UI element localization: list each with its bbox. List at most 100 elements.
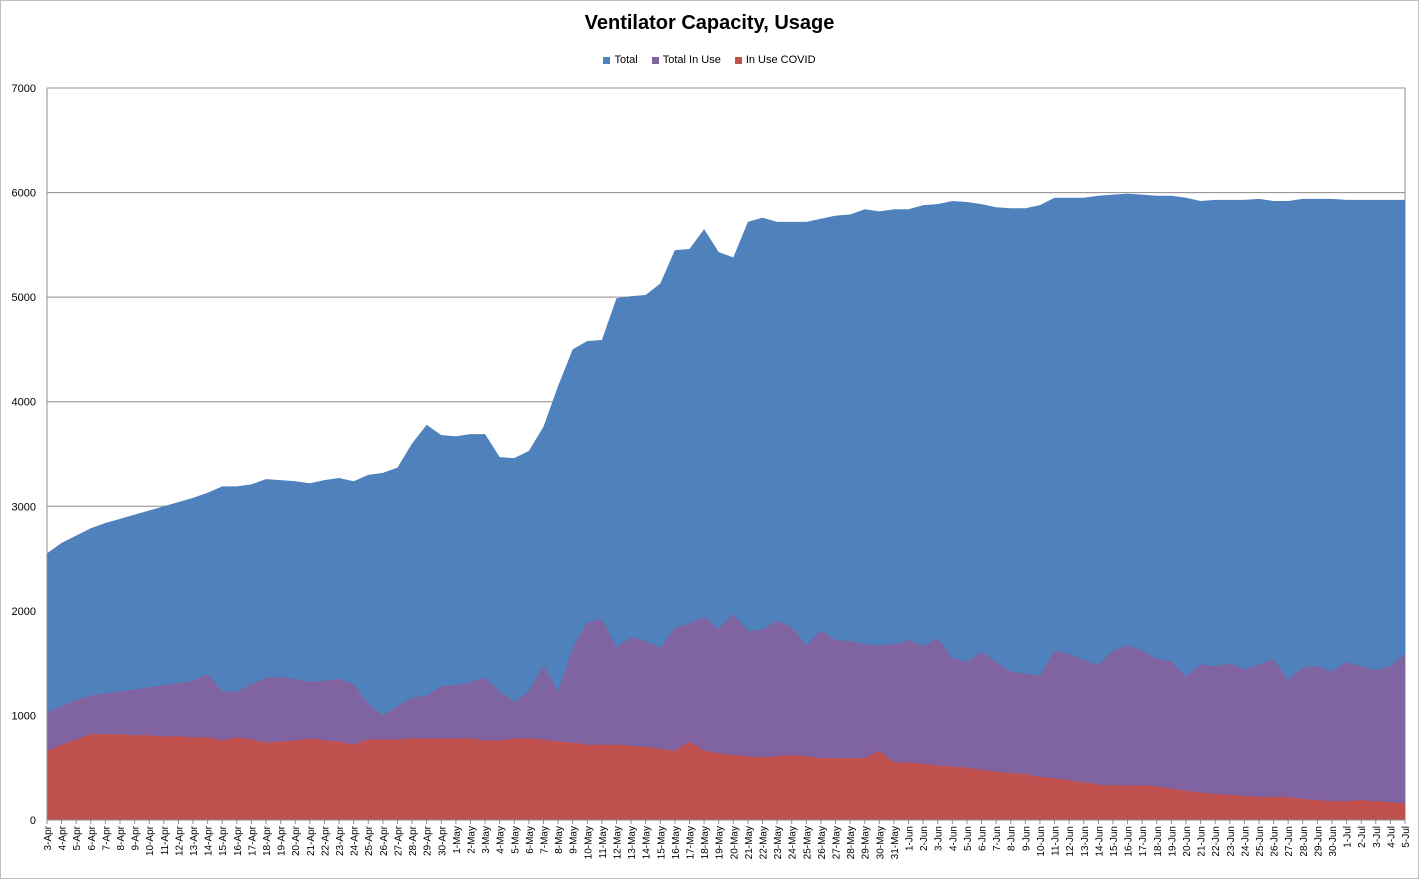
x-tick-label: 2-Jun (919, 826, 930, 851)
x-tick-label: 8-Jun (1007, 826, 1018, 851)
legend-label: In Use COVID (745, 54, 816, 66)
x-tick-label: 29-Jun (1313, 826, 1324, 857)
x-tick-label: 5-Jul (1401, 826, 1412, 848)
x-tick-label: 30-Jun (1328, 826, 1339, 857)
x-tick-label: 31-May (890, 826, 901, 859)
x-tick-label: 14-May (642, 826, 653, 859)
x-tick-label: 17-Jun (1138, 826, 1149, 857)
x-tick-label: 27-Jun (1284, 826, 1295, 857)
x-tick-label: 9-Jun (1021, 826, 1032, 851)
x-tick-label: 4-Apr (58, 825, 69, 850)
x-tick-label: 26-Apr (379, 825, 390, 856)
x-tick-label: 12-Jun (1065, 826, 1076, 857)
y-tick-label: 7000 (12, 83, 36, 95)
x-tick-label: 9-May (569, 826, 580, 854)
y-tick-label: 5000 (12, 292, 36, 304)
x-tick-label: 1-Jun (905, 826, 916, 851)
x-tick-label: 22-May (759, 826, 770, 859)
x-tick-label: 15-Jun (1109, 826, 1120, 857)
x-tick-label: 18-May (700, 826, 711, 859)
y-tick-label: 4000 (12, 397, 36, 409)
y-tick-label: 0 (30, 815, 36, 827)
x-tick-label: 24-Jun (1240, 826, 1251, 857)
x-tick-label: 13-Jun (1080, 826, 1091, 857)
legend-label: Total In Use (662, 54, 721, 66)
x-tick-label: 9-Apr (131, 825, 142, 850)
legend-swatch (734, 56, 742, 64)
x-tick-label: 20-May (729, 826, 740, 859)
x-tick-label: 15-May (656, 826, 667, 859)
x-tick-label: 25-Apr (364, 825, 375, 856)
x-tick-label: 5-May (510, 826, 521, 854)
x-tick-label: 11-May (598, 826, 609, 859)
x-tick-label: 21-Jun (1197, 826, 1208, 857)
x-tick-label: 5-Jun (963, 826, 974, 851)
legend-swatch (603, 56, 611, 64)
x-tick-label: 21-Apr (306, 825, 317, 856)
x-tick-label: 17-May (685, 826, 696, 859)
x-tick-label: 18-Jun (1153, 826, 1164, 857)
x-tick-label: 23-Jun (1226, 826, 1237, 857)
x-tick-label: 27-Apr (393, 825, 404, 856)
x-tick-label: 30-May (875, 826, 886, 859)
y-tick-label: 3000 (12, 501, 36, 513)
x-tick-label: 15-Apr (218, 825, 229, 856)
x-tick-label: 5-Apr (72, 825, 83, 850)
x-tick-label: 12-May (612, 826, 623, 859)
legend-label: Total (614, 54, 638, 66)
x-tick-label: 3-Apr (43, 825, 54, 850)
series-area-in-use-covid (47, 734, 1405, 820)
x-tick-label: 24-Apr (350, 825, 361, 856)
x-tick-label: 29-Apr (423, 825, 434, 856)
legend-item: Total (603, 54, 638, 66)
x-tick-label: 16-Jun (1124, 826, 1135, 857)
x-tick-label: 20-Apr (291, 825, 302, 856)
x-tick-label: 1-May (452, 826, 463, 854)
x-tick-label: 4-Jun (948, 826, 959, 851)
x-tick-label: 19-Apr (277, 825, 288, 856)
x-tick-label: 17-Apr (247, 825, 258, 856)
x-tick-label: 4-May (496, 826, 507, 854)
legend-item: In Use COVID (734, 54, 816, 66)
legend-swatch (651, 56, 659, 64)
y-tick-label: 6000 (12, 188, 36, 200)
x-tick-label: 6-Jun (978, 826, 989, 851)
x-tick-label: 7-May (539, 826, 550, 854)
x-tick-label: 13-Apr (189, 825, 200, 856)
x-tick-label: 25-May (802, 826, 813, 859)
x-tick-label: 16-May (671, 826, 682, 859)
x-tick-label: 16-Apr (233, 825, 244, 856)
x-tick-label: 14-Jun (1094, 826, 1105, 857)
x-tick-label: 13-May (627, 826, 638, 859)
chart-title: Ventilator Capacity, Usage (584, 12, 835, 34)
x-tick-label: 20-Jun (1182, 826, 1193, 857)
x-tick-label: 4-Jul (1386, 826, 1397, 848)
chart-legend: Total Total In Use In Use COVID (0, 54, 1419, 66)
x-tick-label: 28-Apr (408, 825, 419, 856)
x-tick-label: 11-Jun (1051, 826, 1062, 856)
x-tick-label: 10-May (583, 826, 594, 859)
y-tick-label: 1000 (12, 710, 36, 722)
x-tick-label: 23-May (773, 826, 784, 859)
x-tick-label: 8-Apr (116, 825, 127, 850)
x-tick-label: 27-May (832, 826, 843, 859)
x-tick-label: 10-Jun (1036, 826, 1047, 857)
x-tick-label: 3-Jul (1372, 826, 1383, 848)
x-tick-label: 24-May (788, 826, 799, 859)
x-tick-label: 7-Jun (992, 826, 1003, 851)
x-tick-label: 1-Jul (1343, 826, 1354, 848)
y-tick-label: 2000 (12, 606, 36, 618)
x-tick-label: 19-Jun (1167, 826, 1178, 857)
x-tick-label: 30-Apr (437, 825, 448, 856)
legend-item: Total In Use (651, 54, 721, 66)
x-tick-label: 10-Apr (145, 825, 156, 856)
x-tick-label: 19-May (715, 826, 726, 859)
x-tick-label: 29-May (861, 826, 872, 859)
x-tick-label: 12-Apr (174, 825, 185, 856)
x-tick-label: 3-May (481, 826, 492, 854)
x-tick-label: 18-Apr (262, 825, 273, 856)
x-tick-label: 28-May (846, 826, 857, 859)
x-tick-label: 7-Apr (101, 825, 112, 850)
x-tick-label: 8-May (554, 826, 565, 854)
